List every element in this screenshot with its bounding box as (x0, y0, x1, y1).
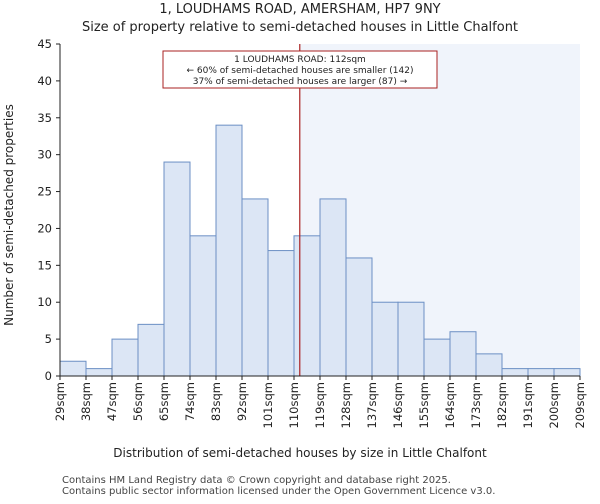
y-tick-label-35: 35 (37, 111, 52, 125)
y-tick-label-0: 0 (45, 369, 52, 383)
y-tick-label-40: 40 (37, 74, 52, 88)
x-tick-label-200sqm: 200sqm (547, 382, 561, 428)
x-axis-label: Distribution of semi-detached houses by … (113, 446, 487, 460)
y-tick-label-10: 10 (37, 295, 52, 309)
x-tick-label-65sqm: 65sqm (157, 382, 171, 421)
y-axis-label: Number of semi-detached properties (2, 104, 16, 326)
x-tick-label-110sqm: 110sqm (287, 382, 301, 428)
x-tick-label-56sqm: 56sqm (131, 382, 145, 421)
bar-164sqm (449, 331, 477, 377)
x-tick-label-155sqm: 155sqm (417, 382, 431, 428)
bar-182sqm (501, 368, 529, 377)
annotation-box: 1 LOUDHAMS ROAD: 112sqm ← 60% of semi-de… (162, 50, 438, 89)
bar-65sqm (163, 161, 191, 377)
x-tick-label-83sqm: 83sqm (209, 382, 223, 421)
bar-119sqm (319, 198, 347, 377)
bar-191sqm (527, 368, 555, 377)
chart-title: 1, LOUDHAMS ROAD, AMERSHAM, HP7 9NY (159, 2, 440, 17)
y-tick-label-45: 45 (37, 37, 52, 51)
annotation-line-1: 1 LOUDHAMS ROAD: 112sqm (234, 55, 366, 65)
annotation-line-3: 37% of semi-detached houses are larger (… (193, 77, 408, 87)
x-tick-label-128sqm: 128sqm (339, 382, 353, 428)
bar-56sqm (137, 323, 165, 377)
bar-29sqm (59, 360, 87, 377)
bar-38sqm (85, 368, 113, 377)
x-tick-label-173sqm: 173sqm (469, 382, 483, 428)
x-tick-label-101sqm: 101sqm (261, 382, 275, 428)
x-tick-label-209sqm: 209sqm (573, 382, 587, 428)
footer-line-2: Contains public sector information licen… (62, 486, 495, 497)
y-tick-label-25: 25 (37, 185, 52, 199)
y-tick-label-20: 20 (37, 221, 52, 235)
x-tick-label-119sqm: 119sqm (313, 382, 327, 428)
y-tick-label-30: 30 (37, 148, 52, 162)
x-tick-label-146sqm: 146sqm (391, 382, 405, 428)
x-tick-label-74sqm: 74sqm (183, 382, 197, 421)
x-tick-label-29sqm: 29sqm (53, 382, 67, 421)
x-tick-label-92sqm: 92sqm (235, 382, 249, 421)
x-tick-label-164sqm: 164sqm (443, 382, 457, 428)
bar-83sqm (215, 124, 243, 377)
x-tick-label-47sqm: 47sqm (105, 382, 119, 421)
bar-137sqm (371, 301, 399, 377)
bar-146sqm (397, 301, 425, 377)
x-tick-label-191sqm: 191sqm (521, 382, 535, 428)
bar-110sqm (293, 235, 321, 377)
bar-200sqm (553, 368, 581, 377)
bar-173sqm (475, 353, 503, 377)
annotation-border (162, 50, 438, 89)
y-tick-label-5: 5 (45, 332, 52, 346)
plot-area: 0 5 10 15 20 25 30 35 40 45 29sqm 38sqm 47sqm 56sqm 65… (37, 37, 587, 428)
x-tick-label-38sqm: 38sqm (79, 382, 93, 421)
bar-128sqm (345, 257, 373, 377)
y-tick-label-15: 15 (37, 258, 52, 272)
bar-101sqm (267, 250, 295, 377)
bar-47sqm (111, 338, 139, 377)
x-tick-label-182sqm: 182sqm (495, 382, 509, 428)
x-tick-label-137sqm: 137sqm (365, 382, 379, 428)
bar-74sqm (189, 235, 217, 377)
annotation-line-2: ← 60% of semi-detached houses are smalle… (187, 66, 414, 76)
bar-155sqm (423, 338, 451, 377)
chart-subtitle: Size of property relative to semi-detach… (82, 20, 518, 35)
bar-92sqm (241, 198, 269, 377)
footer-line-1: Contains HM Land Registry data © Crown c… (62, 475, 451, 486)
